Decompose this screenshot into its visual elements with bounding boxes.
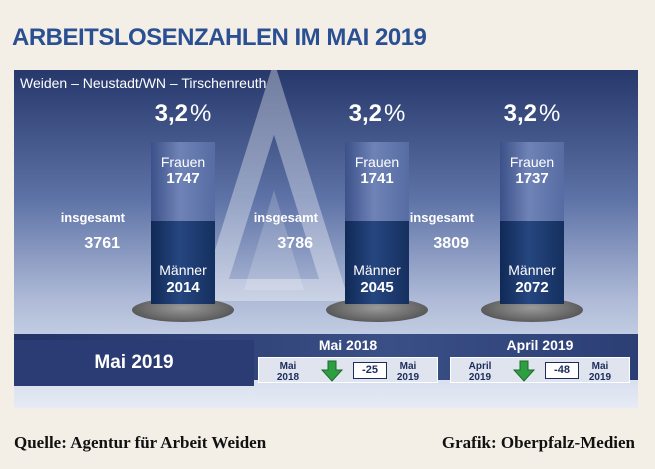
comparison-row: April 2019 -48 Mai 2019 <box>450 357 630 383</box>
chart-panel: Weiden – Neustadt/WN – Tirschenreuth 3,2… <box>14 70 638 408</box>
bar-group: 3,2% Frauen 1747 Männer 2014 insgesamt 3761 <box>61 70 258 330</box>
rate-unit: % <box>539 100 561 127</box>
comparison-from: Mai 2018 <box>263 361 313 383</box>
comparison-from-year: 2019 <box>468 372 492 383</box>
comparison-from-year: 2018 <box>276 372 300 383</box>
comparison-to-year: 2019 <box>396 372 420 383</box>
stacked-bar: Frauen 1747 Männer 2014 <box>151 142 215 304</box>
women-label: Frauen <box>509 154 555 170</box>
comparison-from-month: April <box>468 361 492 372</box>
rate-value: 3,2 <box>503 100 538 127</box>
women-value: 1741 <box>360 170 394 187</box>
men-label: Männer <box>159 262 207 278</box>
women-segment <box>500 142 564 221</box>
comparison-to-year: 2019 <box>588 372 612 383</box>
women-segment <box>345 142 409 221</box>
comparison-row: Mai 2018 -25 Mai 2019 <box>258 357 438 383</box>
comparison-to-month: Mai <box>399 361 417 372</box>
rate-label: 3,2% <box>108 100 258 128</box>
page-title: ARBEITSLOSENZAHLEN IM MAI 2019 <box>12 24 427 51</box>
women-label: Frauen <box>354 154 400 170</box>
men-label: Männer <box>353 262 401 278</box>
stacked-bar: Frauen 1737 Männer 2072 <box>500 142 564 304</box>
total-value: 3809 <box>433 235 469 252</box>
comparison-from: April 2019 <box>455 361 505 383</box>
month-label: Mai 2019 <box>94 352 174 373</box>
region-label: Weiden – Neustadt/WN – Tirschenreuth <box>20 75 267 91</box>
women-value: 1747 <box>166 170 200 187</box>
stacked-bar: Frauen 1741 Männer 2045 <box>345 142 409 304</box>
comparison-delta: -48 <box>545 362 579 379</box>
men-segment <box>345 221 409 304</box>
bar-group: 3,2% Frauen 1741 Männer 2045 insgesamt 3786 <box>254 70 452 330</box>
arrow-down-icon <box>321 360 343 382</box>
men-label: Männer <box>508 262 556 278</box>
arrow-down-icon <box>513 360 535 382</box>
total-label: insgesamt <box>409 210 474 225</box>
rate-value: 3,2 <box>154 100 189 127</box>
men-segment <box>151 221 215 304</box>
rate-value: 3,2 <box>348 100 383 127</box>
comparison-to: Mai 2019 <box>383 361 433 383</box>
men-value: 2045 <box>360 279 394 296</box>
comparison-delta: -25 <box>353 362 387 379</box>
women-segment <box>151 142 215 221</box>
total-value: 3761 <box>84 235 120 252</box>
total-label: insgesamt <box>253 210 318 225</box>
comparison-to: Mai 2019 <box>575 361 625 383</box>
background-triangle-decoration <box>199 70 349 301</box>
comparison-heading: Mai 2018 <box>318 337 378 353</box>
rate-unit: % <box>384 100 406 127</box>
men-value: 2072 <box>515 279 549 296</box>
rate-unit: % <box>190 100 212 127</box>
rate-label: 3,2% <box>457 100 607 128</box>
comparison-to-month: Mai <box>591 361 609 372</box>
women-label: Frauen <box>160 154 206 170</box>
bar-group: 3,2% Frauen 1737 Männer 2072 insgesamt 3809 <box>410 70 607 330</box>
rate-label: 3,2% <box>302 100 452 128</box>
source-label: Quelle: Agentur für Arbeit Weiden <box>14 433 267 452</box>
month-box: Mai 2019 <box>14 340 254 386</box>
credit-label: Grafik: Oberpfalz-Medien <box>441 433 635 452</box>
men-segment <box>500 221 564 304</box>
men-value: 2014 <box>166 279 200 296</box>
total-value: 3786 <box>277 235 313 252</box>
women-value: 1737 <box>515 170 549 187</box>
total-label: insgesamt <box>60 210 125 225</box>
comparison-heading: April 2019 <box>506 337 574 353</box>
comparison-from-month: Mai <box>279 361 297 372</box>
